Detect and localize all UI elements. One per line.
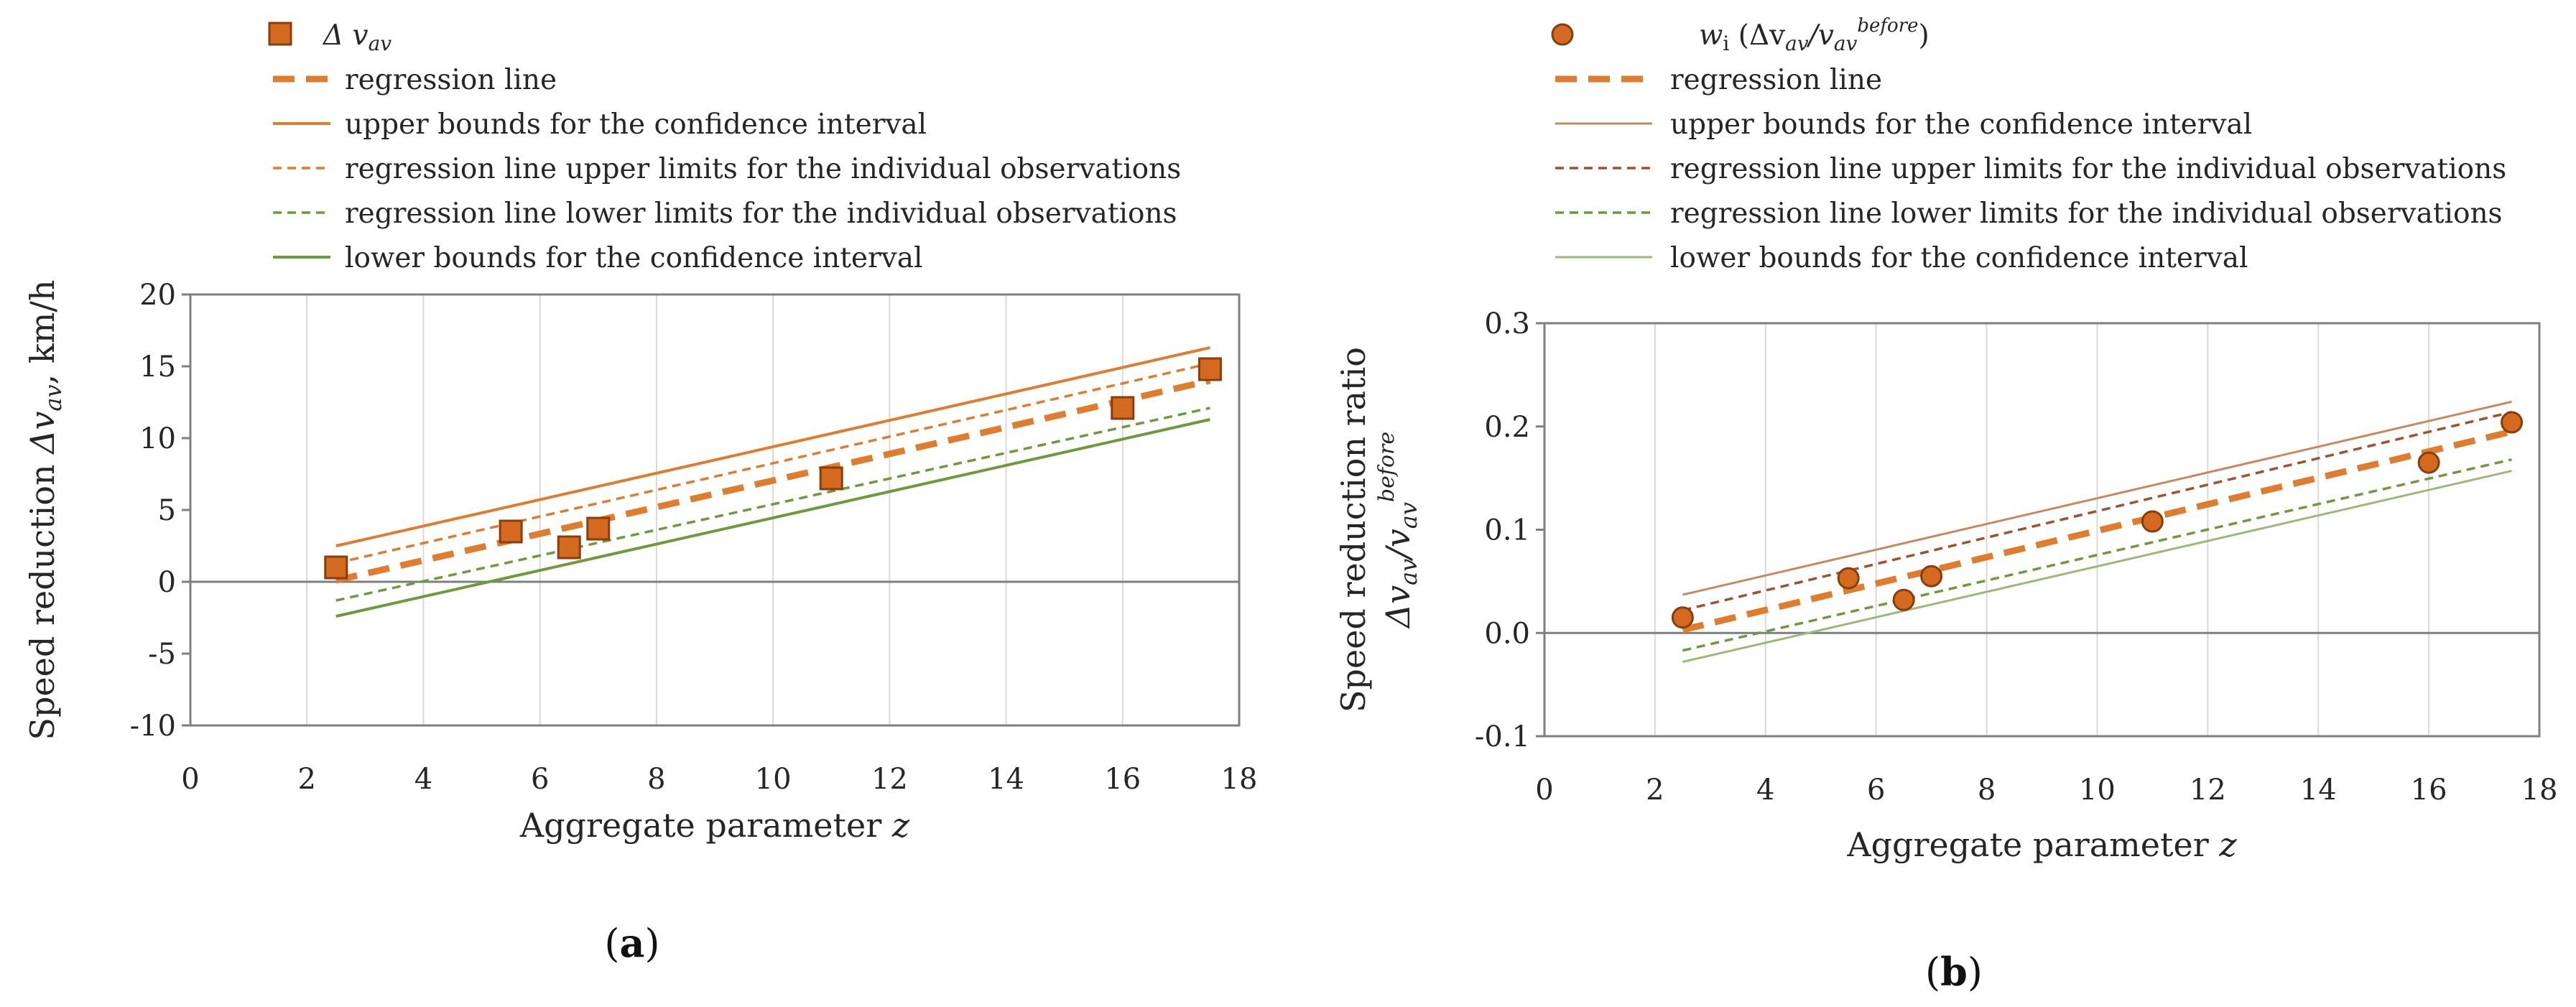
chart-panel-a: -10 -5 0 5 10 15 20 0 2 4 6 8 10 12 14 16 18 Aggregate pa… bbox=[23, 19, 1257, 966]
legend: wi (Δvav/vavbefore) regression line upper … bbox=[1551, 15, 2506, 274]
y-tick-label: -10 bbox=[130, 710, 176, 743]
legend-label-lb: lower bounds for the confidence interval bbox=[1670, 242, 2248, 274]
legend-label-pu: regression line upper limits for the ind… bbox=[1670, 153, 2506, 185]
legend-label-lb: lower bounds for the confidence interval bbox=[345, 242, 922, 274]
x-tick-label: 4 bbox=[414, 763, 432, 796]
legend-label-obs: wi (Δvav/vavbefore) bbox=[1699, 15, 1929, 55]
x-tick-label: 8 bbox=[647, 763, 665, 796]
x-tick-label: 2 bbox=[297, 763, 315, 796]
data-point-circle bbox=[2141, 510, 2164, 533]
legend-label-ub: upper bounds for the confidence interval bbox=[345, 108, 927, 141]
x-tick-label: 12 bbox=[2190, 774, 2226, 807]
legend-label-reg: regression line bbox=[345, 64, 557, 96]
x-tick-label: 12 bbox=[871, 763, 908, 796]
panel-caption: (b) bbox=[1925, 949, 1983, 995]
y-axis-title-line1: Speed reduction ratio bbox=[1334, 347, 1373, 713]
series-reg-line bbox=[335, 377, 1211, 584]
legend-label-pl: regression line lower limits for the ind… bbox=[1670, 198, 2503, 230]
series-ub-line bbox=[1682, 400, 2512, 596]
series-reg-line bbox=[1682, 428, 2513, 634]
data-point-circle bbox=[1920, 565, 1943, 588]
data-point-circle bbox=[1837, 567, 1860, 590]
data-point-circle bbox=[1892, 588, 1915, 611]
data-point-square bbox=[586, 516, 611, 541]
data-point-circle bbox=[2417, 451, 2440, 474]
series-pu-line bbox=[1682, 410, 2512, 612]
y-tick-label: -5 bbox=[148, 638, 176, 671]
x-axis-title: Aggregate parameter z bbox=[519, 806, 910, 845]
chart-panel-b: -0.1 0.0 0.1 0.2 0.3 0 2 4 6 8 10 12 14 16 18 Aggregate… bbox=[1334, 15, 2557, 995]
x-tick-label: 16 bbox=[1104, 763, 1141, 796]
y-tick-label: 0.2 bbox=[1484, 411, 1530, 444]
y-tick-label: 10 bbox=[139, 422, 176, 455]
series-ub-line bbox=[335, 346, 1210, 547]
y-tick-label: 15 bbox=[139, 351, 176, 384]
legend-marker-circle bbox=[1551, 23, 1574, 46]
series-pl-line bbox=[335, 407, 1210, 602]
data-point-square bbox=[1111, 396, 1135, 420]
series-pu-line bbox=[335, 362, 1210, 565]
x-tick-label: 16 bbox=[2411, 774, 2447, 807]
legend-marker-square bbox=[268, 22, 292, 46]
x-tick-label: 0 bbox=[1535, 774, 1553, 807]
data-point-square bbox=[499, 519, 523, 544]
data-point-square bbox=[557, 535, 581, 560]
x-tick-label: 18 bbox=[1221, 763, 1258, 796]
x-tick-label: 2 bbox=[1646, 774, 1664, 807]
plot-area-border bbox=[189, 293, 1241, 727]
x-tick-label: 18 bbox=[2521, 774, 2558, 807]
y-tick-label: 0.0 bbox=[1484, 617, 1530, 650]
y-tick-label: -0.1 bbox=[1475, 720, 1530, 753]
legend-label-pl: regression line lower limits for the ind… bbox=[345, 198, 1177, 230]
legend-label-ub: upper bounds for the confidence interval bbox=[1670, 108, 2252, 141]
legend: Δ vav regression line upper bounds for the… bbox=[268, 19, 1181, 274]
x-tick-label: 6 bbox=[1867, 774, 1885, 807]
x-tick-label: 4 bbox=[1756, 774, 1774, 807]
data-point-square bbox=[324, 555, 348, 580]
legend-label-pu: regression line upper limits for the ind… bbox=[345, 153, 1181, 185]
data-point-square bbox=[1197, 357, 1222, 381]
x-tick-label: 10 bbox=[2079, 774, 2116, 807]
x-tick-label: 8 bbox=[1978, 774, 1996, 807]
y-axis-title: Speed reduction Δvav, km/h bbox=[23, 280, 67, 741]
legend-label-reg: regression line bbox=[1670, 64, 1882, 96]
data-point-circle bbox=[1671, 606, 1694, 629]
y-tick-label: 0 bbox=[158, 566, 176, 599]
data-point-square bbox=[819, 466, 843, 491]
y-tick-label: 20 bbox=[139, 279, 176, 312]
data-point-circle bbox=[2501, 411, 2524, 434]
x-tick-label: 14 bbox=[2300, 774, 2337, 807]
y-tick-label: 0.1 bbox=[1484, 514, 1530, 547]
y-tick-label: 5 bbox=[158, 494, 176, 527]
x-tick-label: 14 bbox=[988, 763, 1024, 796]
legend-label-obs: Δ vav bbox=[322, 19, 392, 55]
y-tick-label: 0.3 bbox=[1484, 307, 1530, 340]
y-axis-title-line2: Δvav/vavbefore bbox=[1374, 432, 1422, 629]
plot-area-border bbox=[1543, 322, 2541, 738]
panel-caption: (a) bbox=[604, 920, 659, 966]
series-pl-line bbox=[1682, 458, 2512, 652]
x-tick-label: 6 bbox=[531, 763, 549, 796]
x-axis-title: Aggregate parameter z bbox=[1846, 825, 2237, 864]
x-tick-label: 10 bbox=[755, 763, 792, 796]
series-lb-line bbox=[1682, 470, 2512, 663]
x-tick-label: 0 bbox=[181, 763, 199, 796]
series-lb-line bbox=[335, 418, 1210, 618]
